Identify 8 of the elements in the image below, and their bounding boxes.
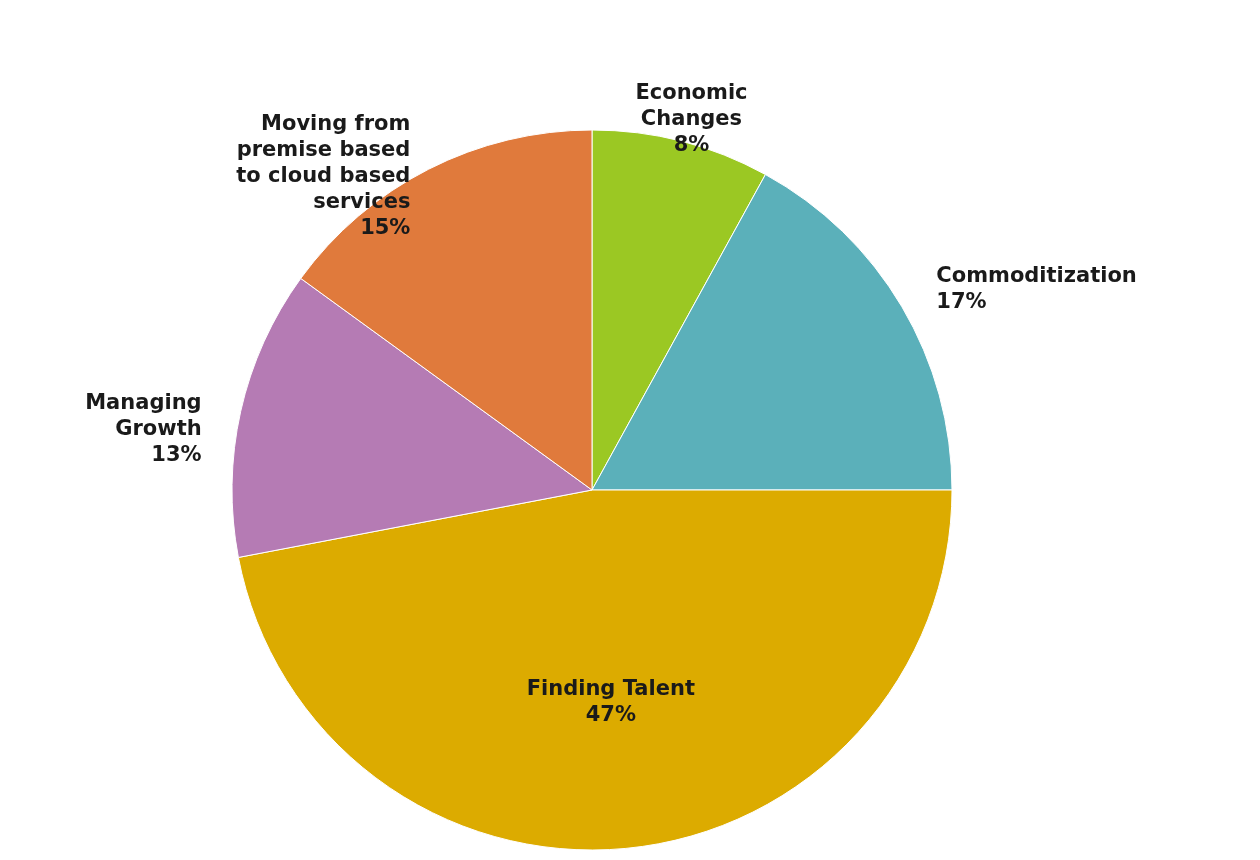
slice-label: Finding Talent <box>526 676 695 701</box>
slice-label: Managing Growth <box>85 389 202 440</box>
slice-label: Commoditization <box>936 263 1137 288</box>
slice-label: Economic Changes <box>635 79 748 130</box>
data-label: 15% <box>360 214 411 239</box>
data-label: 13% <box>151 441 202 466</box>
data-label: 47% <box>585 702 636 727</box>
data-label: 17% <box>936 289 987 314</box>
